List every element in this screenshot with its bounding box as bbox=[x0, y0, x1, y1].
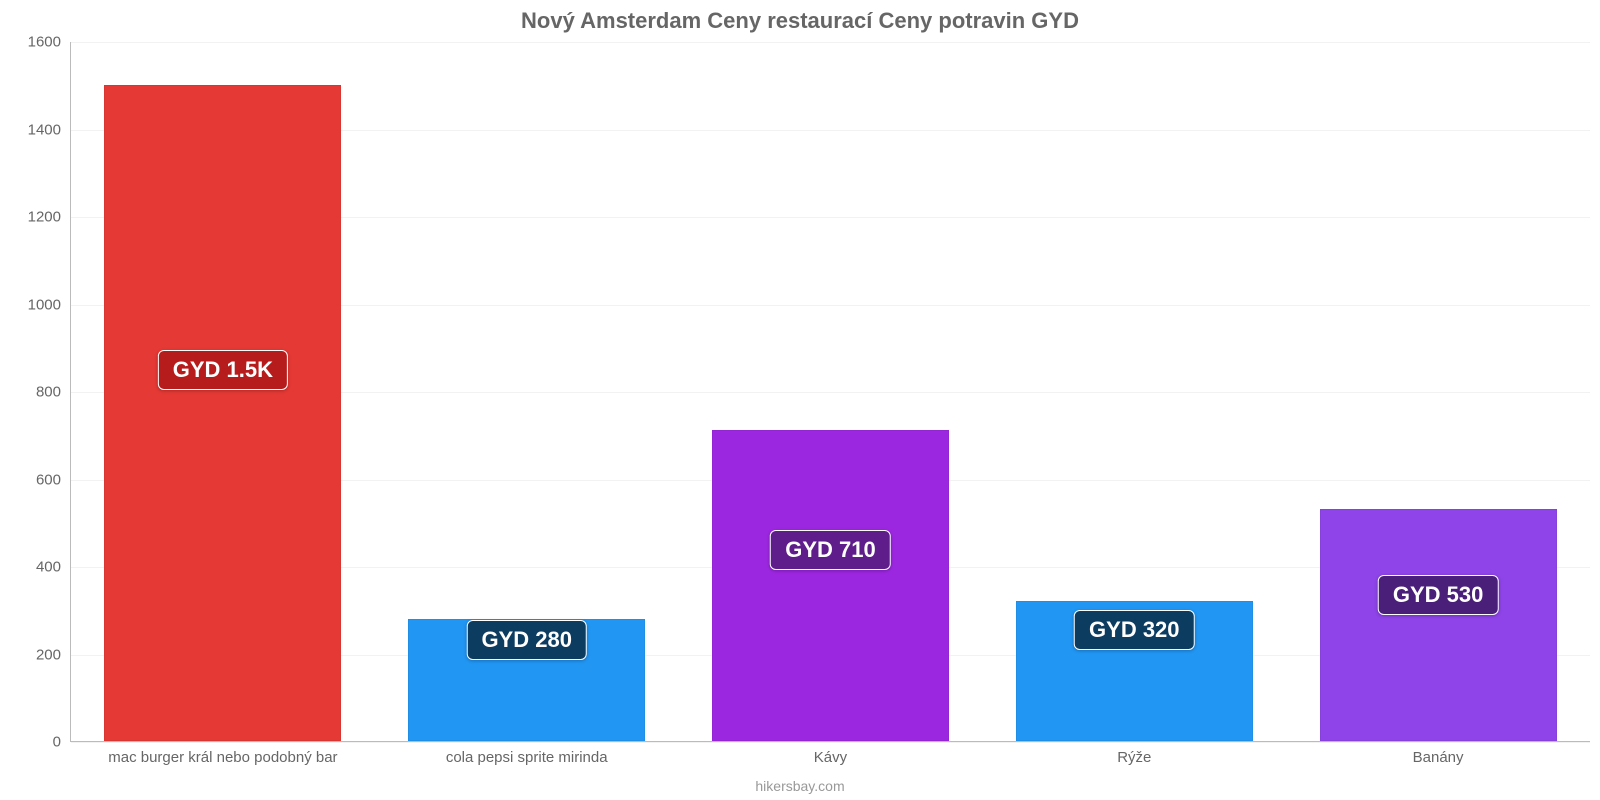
bar: GYD 320 bbox=[1016, 601, 1253, 741]
y-tick-label: 0 bbox=[53, 734, 71, 751]
x-tick-label: mac burger král nebo podobný bar bbox=[108, 741, 337, 766]
x-tick-label: Rýže bbox=[1117, 741, 1151, 766]
x-tick-label: Banány bbox=[1413, 741, 1464, 766]
x-tick-label: cola pepsi sprite mirinda bbox=[446, 741, 608, 766]
y-tick-label: 1200 bbox=[28, 209, 71, 226]
x-tick-label: Kávy bbox=[814, 741, 847, 766]
bar-slot: GYD 280cola pepsi sprite mirinda bbox=[375, 42, 679, 741]
plot-area: GYD 1.5Kmac burger král nebo podobný bar… bbox=[70, 42, 1590, 742]
y-tick-label: 1000 bbox=[28, 296, 71, 313]
bar: GYD 1.5K bbox=[104, 85, 341, 741]
value-badge: GYD 1.5K bbox=[158, 350, 288, 390]
attribution-text: hikersbay.com bbox=[0, 778, 1600, 794]
value-badge: GYD 530 bbox=[1378, 575, 1499, 615]
bar-slot: GYD 1.5Kmac burger král nebo podobný bar bbox=[71, 42, 375, 741]
y-tick-label: 200 bbox=[36, 646, 71, 663]
y-tick-label: 600 bbox=[36, 471, 71, 488]
value-badge: GYD 320 bbox=[1074, 610, 1195, 650]
y-tick-label: 400 bbox=[36, 559, 71, 576]
value-badge: GYD 280 bbox=[466, 620, 587, 660]
bar: GYD 280 bbox=[408, 619, 645, 742]
value-badge: GYD 710 bbox=[770, 530, 891, 570]
bar-slot: GYD 320Rýže bbox=[982, 42, 1286, 741]
bar-slot: GYD 710Kávy bbox=[679, 42, 983, 741]
bar-slot: GYD 530Banány bbox=[1286, 42, 1590, 741]
bars-group: GYD 1.5Kmac burger král nebo podobný bar… bbox=[71, 42, 1590, 741]
bar: GYD 710 bbox=[712, 430, 949, 741]
bar: GYD 530 bbox=[1320, 509, 1557, 741]
chart-container: Nový Amsterdam Ceny restaurací Ceny potr… bbox=[0, 0, 1600, 800]
y-tick-label: 1600 bbox=[28, 34, 71, 51]
chart-title: Nový Amsterdam Ceny restaurací Ceny potr… bbox=[0, 8, 1600, 34]
y-tick-label: 800 bbox=[36, 384, 71, 401]
y-tick-label: 1400 bbox=[28, 121, 71, 138]
